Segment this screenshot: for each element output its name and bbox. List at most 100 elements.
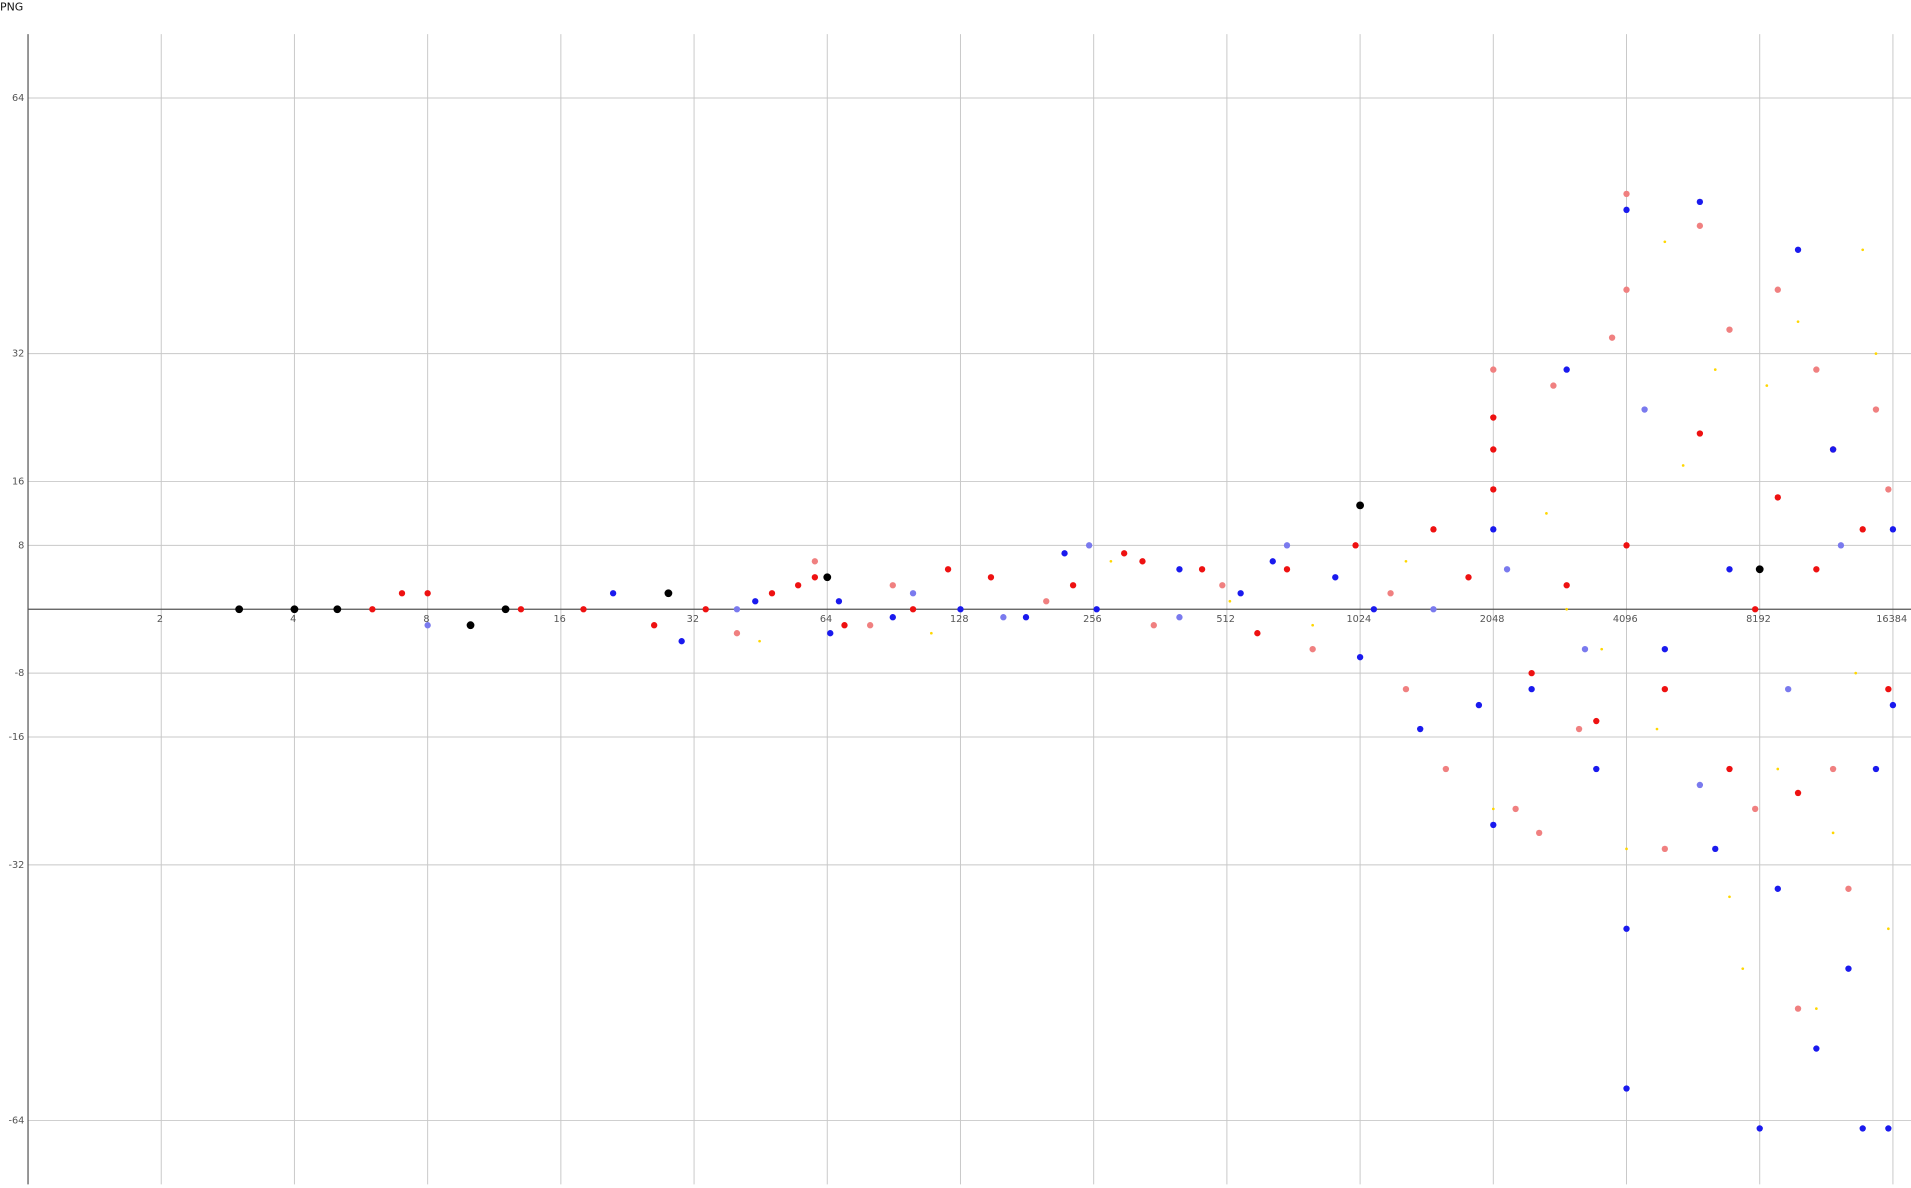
y-tick-label: -32 <box>8 860 24 871</box>
point <box>827 630 834 637</box>
point <box>333 605 342 614</box>
point <box>1109 559 1113 563</box>
point <box>1623 925 1630 932</box>
point <box>733 606 741 613</box>
y-tick-label: 8 <box>18 540 24 551</box>
x-tick-label: 1024 <box>1346 614 1371 625</box>
y-tick-label: 64 <box>12 93 24 104</box>
point <box>1859 526 1866 533</box>
point <box>1751 805 1759 813</box>
point <box>889 582 896 589</box>
y-tick-label: 32 <box>12 349 24 360</box>
y-tick-label: 16 <box>12 476 24 487</box>
point <box>1765 384 1769 387</box>
point <box>290 605 299 614</box>
point <box>650 622 658 629</box>
point <box>1120 550 1128 557</box>
point <box>1696 198 1704 206</box>
point <box>424 622 431 629</box>
point <box>1490 366 1497 373</box>
x-tick-label: 32 <box>687 614 699 625</box>
point <box>1861 248 1865 252</box>
y-tick-label: -16 <box>8 732 24 743</box>
point <box>1309 646 1316 653</box>
point <box>369 606 376 613</box>
point <box>424 590 431 597</box>
point <box>930 631 933 635</box>
point <box>866 622 874 629</box>
point <box>1352 542 1359 549</box>
x-tick-label: 8 <box>423 614 429 625</box>
point <box>1726 765 1733 773</box>
point <box>1623 206 1630 214</box>
point <box>1043 598 1050 605</box>
x-tick-label: 16 <box>553 614 565 625</box>
point <box>1283 542 1291 549</box>
point <box>1283 566 1291 573</box>
point <box>1490 526 1497 533</box>
point <box>1565 607 1569 611</box>
x-tick-label: 16384 <box>1876 614 1907 625</box>
point <box>1430 526 1437 533</box>
point <box>1370 606 1378 613</box>
point <box>702 606 709 613</box>
point <box>1845 885 1852 892</box>
point <box>1681 464 1685 467</box>
point <box>501 605 510 614</box>
point <box>1885 685 1892 693</box>
point <box>1813 366 1820 373</box>
point <box>1829 765 1837 773</box>
x-tick-label: 4096 <box>1613 614 1638 625</box>
point <box>1528 685 1535 693</box>
x-tick-label: 4 <box>290 614 296 625</box>
point <box>1254 630 1261 637</box>
point <box>1794 789 1802 797</box>
point <box>944 566 952 573</box>
point <box>1475 701 1483 709</box>
point <box>1150 622 1157 629</box>
point <box>1490 446 1497 453</box>
point <box>1887 927 1890 931</box>
point <box>1889 526 1897 533</box>
y-tick-label: -8 <box>15 668 25 679</box>
point <box>1837 542 1845 549</box>
point <box>1093 606 1100 613</box>
x-tick-label: 8192 <box>1746 614 1771 625</box>
point <box>1696 430 1704 437</box>
point <box>1696 222 1704 229</box>
point <box>1237 590 1244 597</box>
point <box>1885 486 1892 493</box>
point <box>1854 671 1858 675</box>
point <box>1872 406 1880 413</box>
point <box>1623 542 1630 549</box>
point <box>1728 895 1731 899</box>
point <box>1751 606 1759 613</box>
point <box>957 606 964 613</box>
point <box>1726 566 1733 573</box>
point <box>909 606 917 613</box>
x-tick-label: 128 <box>950 614 969 625</box>
point <box>1535 829 1543 837</box>
point <box>1593 765 1600 773</box>
point <box>1563 582 1570 589</box>
point <box>1889 701 1897 709</box>
point <box>1402 685 1410 693</box>
point <box>758 639 761 643</box>
point <box>1545 512 1548 515</box>
point <box>811 558 819 565</box>
point <box>1831 831 1835 835</box>
point <box>1794 246 1802 253</box>
point <box>1198 566 1206 573</box>
point <box>1661 845 1669 853</box>
point <box>1655 727 1659 731</box>
point <box>1776 767 1780 771</box>
point <box>1593 717 1600 725</box>
x-tick-label: 64 <box>820 614 832 625</box>
point <box>768 590 776 597</box>
point <box>1774 286 1781 293</box>
point <box>1829 446 1837 453</box>
point <box>517 606 525 613</box>
point <box>678 638 685 645</box>
